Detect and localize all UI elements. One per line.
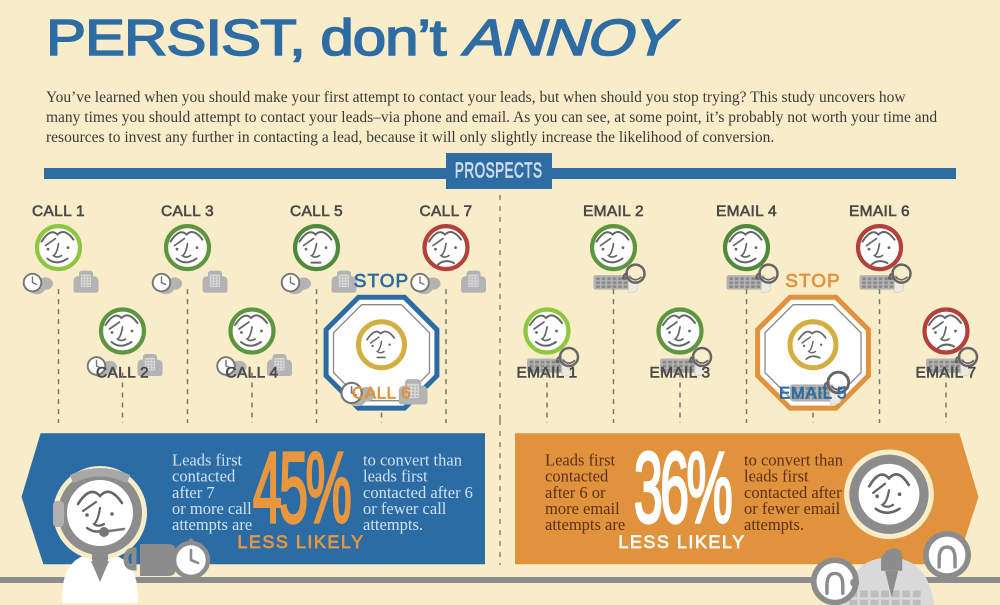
svg-text:CALL 5: CALL 5	[290, 203, 343, 220]
svg-text:CALL 1: CALL 1	[32, 203, 85, 220]
svg-text:attempts.: attempts.	[363, 515, 423, 534]
svg-text:45%: 45%	[253, 432, 351, 544]
svg-text:attempts are: attempts are	[545, 515, 625, 534]
svg-text:CALL 6: CALL 6	[352, 384, 411, 403]
svg-text:STOP: STOP	[354, 271, 409, 292]
svg-text:attempts.: attempts.	[744, 515, 804, 534]
svg-text:LESS LIKELY: LESS LIKELY	[618, 532, 745, 552]
svg-text:EMAIL 5: EMAIL 5	[779, 384, 847, 403]
svg-text:CALL 7: CALL 7	[420, 203, 473, 220]
svg-text:STOP: STOP	[785, 271, 840, 292]
svg-text:EMAIL 2: EMAIL 2	[583, 203, 644, 220]
svg-text:EMAIL 4: EMAIL 4	[716, 203, 777, 220]
svg-text:EMAIL 6: EMAIL 6	[849, 203, 910, 220]
svg-text:CALL 3: CALL 3	[161, 203, 214, 220]
svg-text:LESS LIKELY: LESS LIKELY	[237, 532, 364, 552]
svg-text:36%: 36%	[634, 432, 732, 544]
